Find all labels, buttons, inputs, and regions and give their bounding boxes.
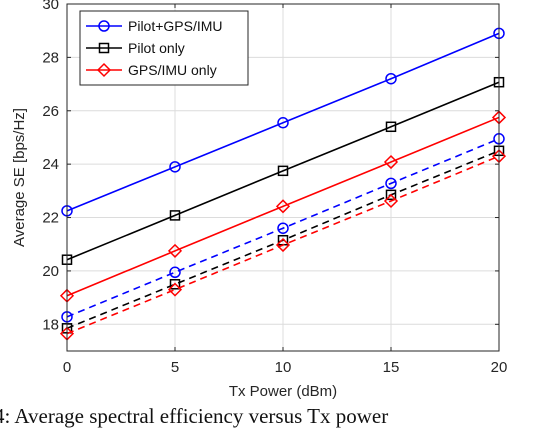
square-marker bbox=[385, 121, 397, 133]
series-solid-2 bbox=[59, 110, 507, 303]
series-line bbox=[66, 150, 500, 330]
legend-label: Pilot only bbox=[128, 40, 185, 56]
diamond-marker bbox=[167, 282, 183, 297]
x-tick-label: 20 bbox=[491, 359, 508, 376]
y-tick-label: 24 bbox=[42, 156, 59, 173]
diamond-marker bbox=[167, 243, 183, 258]
legend-item: GPS/IMU only bbox=[86, 62, 217, 78]
y-tick-label: 22 bbox=[42, 210, 59, 227]
y-tick-label: 20 bbox=[42, 263, 59, 280]
diamond-marker bbox=[96, 62, 112, 78]
y-tick-label: 18 bbox=[42, 316, 59, 333]
series-line bbox=[66, 138, 500, 318]
circle-marker bbox=[385, 177, 397, 190]
square-marker bbox=[169, 279, 181, 290]
diamond-marker bbox=[383, 193, 399, 209]
legend-item: Pilot+GPS/IMU bbox=[86, 18, 223, 34]
series-line bbox=[66, 81, 500, 261]
diamond-marker bbox=[383, 154, 399, 170]
circle-marker bbox=[98, 20, 110, 32]
x-tick-label: 10 bbox=[275, 359, 292, 376]
series-line bbox=[66, 32, 500, 212]
series-solid-1 bbox=[61, 76, 505, 265]
circle-marker bbox=[169, 161, 181, 173]
square-marker bbox=[98, 42, 110, 54]
x-tick-label: 0 bbox=[63, 359, 71, 376]
series-line bbox=[66, 116, 500, 297]
series-dashed-5 bbox=[59, 149, 507, 341]
grid-lines bbox=[67, 4, 499, 351]
series-layer bbox=[59, 27, 507, 341]
line-chart: 0 5 10 15 20 18 20 22 24 26 28 30 Tx Power (dBm) Av… bbox=[11, 0, 507, 400]
diamond-marker bbox=[275, 237, 291, 253]
legend-label: GPS/IMU only bbox=[128, 62, 217, 78]
circle-marker bbox=[277, 117, 289, 129]
circle-marker bbox=[169, 266, 181, 279]
square-marker bbox=[385, 189, 397, 201]
square-marker bbox=[169, 210, 181, 221]
y-tick-label: 30 bbox=[42, 0, 59, 13]
y-tick-label: 26 bbox=[42, 103, 59, 120]
axis-ticks: 0 5 10 15 20 18 20 22 24 26 28 30 bbox=[42, 0, 507, 376]
square-marker bbox=[277, 165, 289, 177]
x-axis-label: Tx Power (dBm) bbox=[229, 383, 337, 400]
x-tick-label: 5 bbox=[171, 359, 179, 376]
circle-marker bbox=[385, 72, 397, 85]
legend-item: Pilot only bbox=[86, 40, 185, 56]
y-tick-label: 28 bbox=[42, 49, 59, 66]
legend-label: Pilot+GPS/IMU bbox=[128, 18, 223, 34]
circle-marker bbox=[277, 222, 289, 234]
x-tick-label: 15 bbox=[383, 359, 400, 376]
y-axis-label: Average SE [bps/Hz] bbox=[11, 108, 28, 247]
legend: Pilot+GPS/IMU Pilot only GPS/IMU only bbox=[79, 10, 249, 86]
series-line bbox=[66, 155, 500, 335]
figure-caption: 4: Average spectral efficiency versus Tx… bbox=[0, 404, 389, 428]
diamond-marker bbox=[275, 199, 291, 214]
